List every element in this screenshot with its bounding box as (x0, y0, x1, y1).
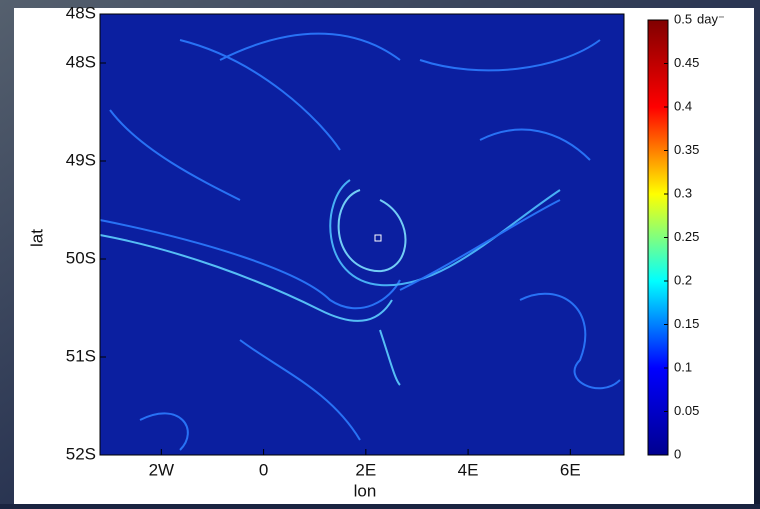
x-tick-label: 4E (458, 460, 479, 479)
plot-frame (99, 13, 625, 456)
y-tick-label: 48S (66, 52, 96, 71)
y-tick-label: 51S (66, 346, 96, 365)
colorbar-tick-label: 0.2 (674, 272, 692, 287)
y-axis-label: lat (27, 229, 46, 247)
x-tick-label: 2W (149, 460, 175, 479)
y-tick-label: 50S (66, 248, 96, 267)
colorbar-tick-label: 0 (674, 446, 681, 461)
colorbar-tick-label: 0.15 (674, 316, 699, 331)
x-tick-label: 0 (259, 460, 268, 479)
y-tick-label: 48S (66, 3, 96, 22)
x-tick-label: 2E (355, 460, 376, 479)
colorbar-tick-label: 0.3 (674, 185, 692, 200)
colorbar-tick-label: 0.45 (674, 55, 699, 70)
field (99, 14, 624, 455)
colorbar-tick-label: 0.1 (674, 359, 692, 374)
colorbar-tick-label: 0.35 (674, 142, 699, 157)
colorbar-tick-label: 0.05 (674, 403, 699, 418)
colorbar-tick-label: 0.4 (674, 98, 692, 113)
colorbar-label: day⁻ (697, 11, 725, 26)
x-tick-label: 6E (560, 460, 581, 479)
y-tick-label: 49S (66, 150, 96, 169)
colorbar-tick-label: 0.5 (674, 11, 692, 26)
y-tick-label: 52S (66, 444, 96, 463)
colorbar-tick-label: 0.25 (674, 229, 699, 244)
x-axis-label: lon (354, 481, 377, 500)
